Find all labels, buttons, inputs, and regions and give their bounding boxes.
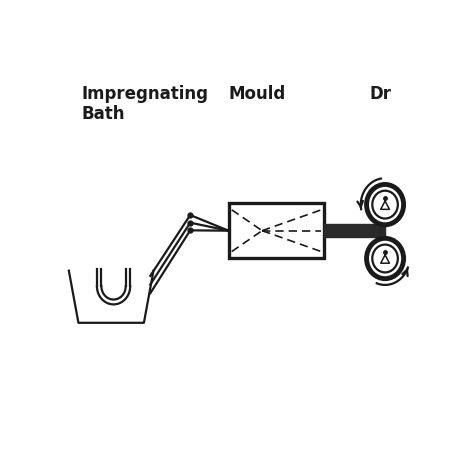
Circle shape — [366, 238, 403, 279]
Text: Mould: Mould — [228, 85, 286, 103]
Circle shape — [372, 245, 398, 273]
Circle shape — [366, 184, 403, 225]
Circle shape — [372, 191, 398, 219]
Text: Impregnating
Bath: Impregnating Bath — [82, 85, 209, 124]
Text: Dr: Dr — [369, 85, 391, 103]
Bar — [228, 203, 324, 258]
